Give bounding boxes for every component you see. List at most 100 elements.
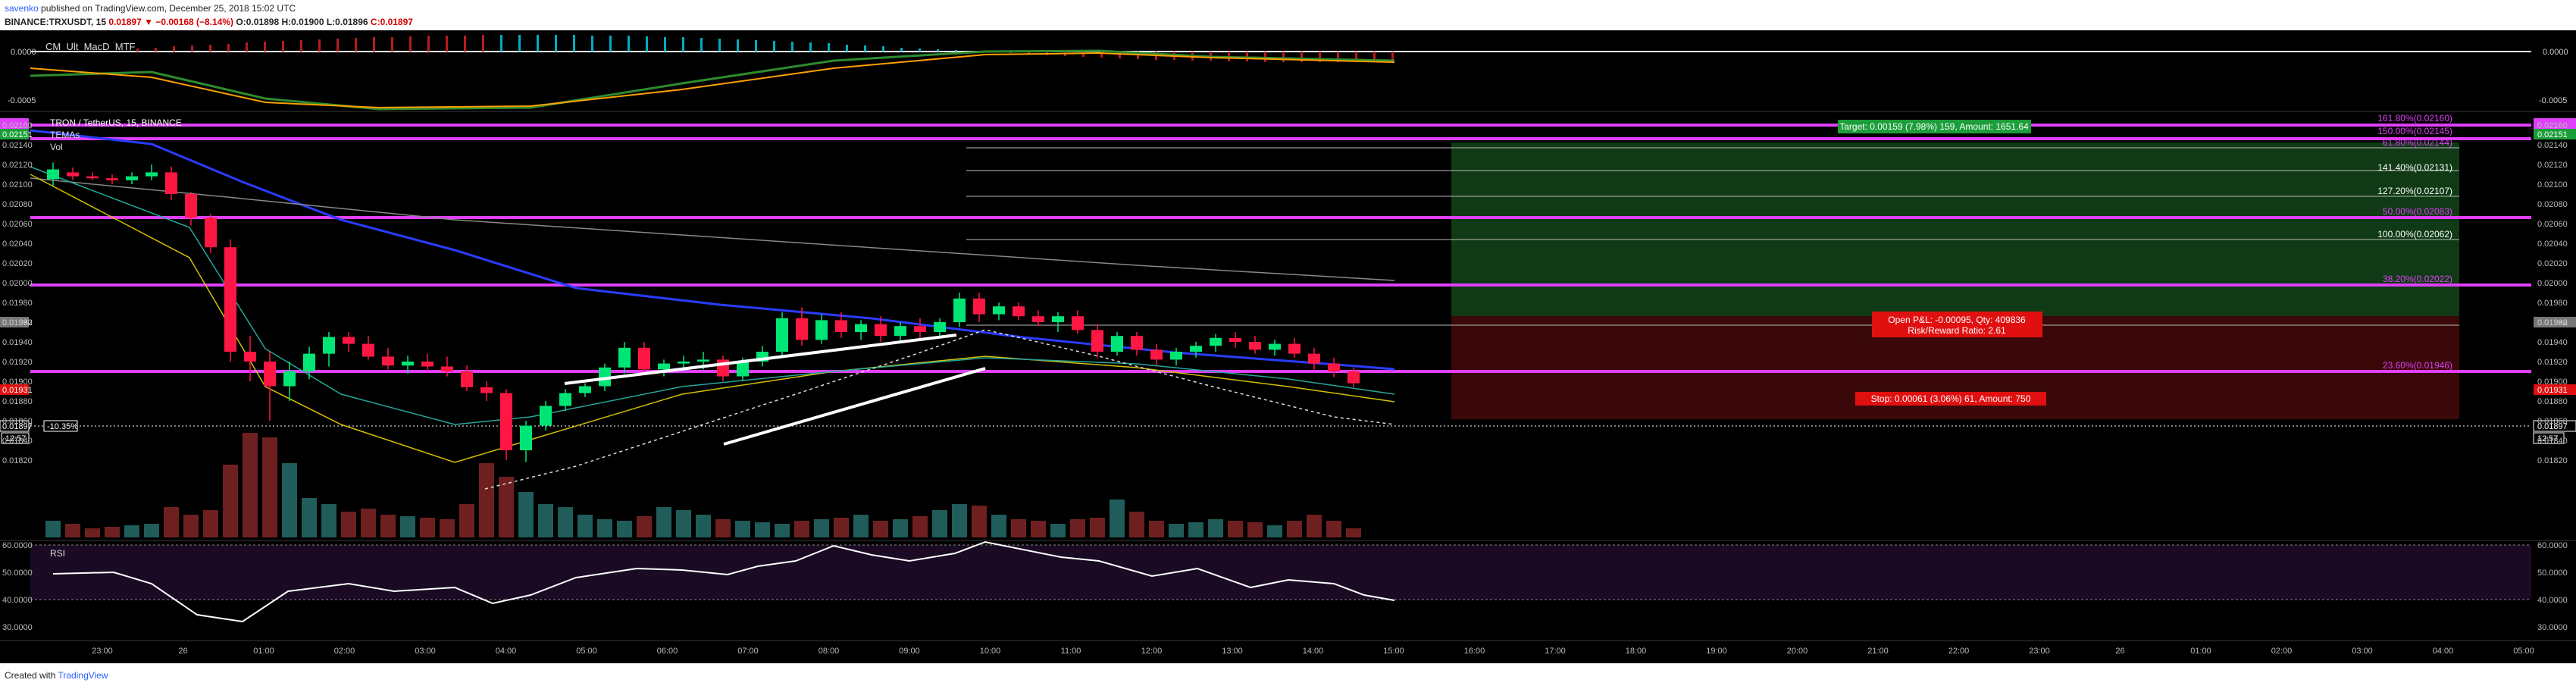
candle-body <box>47 169 59 180</box>
price-tick: 0.01980 <box>2537 299 2568 308</box>
volume-bar <box>183 515 199 537</box>
ema-blue-line <box>30 129 1395 371</box>
fib-label-50: 50.00%(0.02083) <box>2383 206 2452 217</box>
price-tick: 0.02120 <box>2 161 33 170</box>
candle-body <box>362 343 374 357</box>
tradingview-logo[interactable]: TradingView <box>58 670 108 681</box>
macd-hist-bar <box>391 37 393 52</box>
price-tick: 0.02000 <box>2 279 33 288</box>
fib-label-150: 150.00%(0.02145) <box>2377 126 2452 136</box>
right-price-axis: 0.02160 0.02140 0.02120 0.02100 0.02080 0.020… <box>2537 121 2568 465</box>
candle-body <box>796 318 808 340</box>
time-axis[interactable]: 23:00 26 01:00 02:00 03:00 04:00 05:00 06:00 07:… <box>92 647 2534 656</box>
macd-hist-bar <box>191 45 193 52</box>
macd-hist-bar <box>555 35 557 52</box>
volume-bar <box>400 516 415 537</box>
macd-hist-bar <box>173 46 175 52</box>
price-tick: 0.02040 <box>2537 240 2568 249</box>
macd-hist-bar <box>864 45 866 52</box>
high-value: H:0.01900 <box>281 17 324 27</box>
macd-hist-bar <box>919 49 921 52</box>
fib-label-100: 100.00%(0.02062) <box>2377 229 2452 240</box>
rsi-tick: 30.0000 <box>2 623 33 632</box>
macd-hist-bar <box>355 38 357 52</box>
macd-hist-bar <box>1082 52 1085 57</box>
time-tick: 09:00 <box>899 647 920 656</box>
candle-body <box>303 353 315 371</box>
volume-bar <box>282 463 297 537</box>
candle-body <box>461 371 473 387</box>
volume-bar <box>834 518 849 537</box>
macd-hist-bar <box>809 42 812 52</box>
candle-body <box>1131 336 1143 350</box>
pct-badge-text: -10.35% <box>47 422 78 431</box>
rsi-line <box>52 540 1395 623</box>
macd-hist-bar <box>646 36 648 52</box>
macd-left-bottom: -0.0005 <box>8 96 36 105</box>
macd-hist-bar <box>937 49 939 52</box>
price-tick: 0.02000 <box>2537 279 2568 288</box>
time-tick: 03:00 <box>2352 647 2373 656</box>
candle-body <box>776 318 788 352</box>
candle-body <box>1347 371 1360 384</box>
volume-bar <box>853 515 869 537</box>
volume-bar <box>952 504 967 537</box>
macd-hist-bar <box>209 45 211 52</box>
macd-hist-bar <box>136 49 139 52</box>
macd-line <box>30 49 1395 111</box>
volume-bar <box>341 512 356 537</box>
volume-bar <box>1307 515 1322 537</box>
time-tick: 14:00 <box>1303 647 1324 656</box>
chart-canvas[interactable]: CM_Ult_MacD_MTF 0.0000 -0.0005 0.0000 -0… <box>0 30 2576 663</box>
macd-hist-bar <box>1391 52 1394 61</box>
chart-svg[interactable]: CM_Ult_MacD_MTF 0.0000 -0.0005 0.0000 -0… <box>0 30 2576 663</box>
price-tick: 0.01820 <box>2 456 33 465</box>
rsi-pane: RSI 60.0000 50.0000 40.0000 30.0000 60.0000… <box>0 540 2576 641</box>
macd-histogram <box>136 35 1394 62</box>
created-with: Created with <box>5 670 56 681</box>
rsi-left-axis: 60.0000 50.0000 40.0000 30.0000 <box>2 541 33 632</box>
volume-bar <box>459 504 474 537</box>
time-tick: 11:00 <box>1061 647 1081 656</box>
candle-body <box>1013 306 1025 317</box>
left-badge-gray-text: 0.01992 <box>2 318 33 327</box>
publish-header: savenko published on TradingView.com, De… <box>0 0 2576 30</box>
volume-bar <box>321 504 336 537</box>
rsi-band <box>30 545 2531 600</box>
macd-right-bottom: -0.0005 <box>2539 96 2567 105</box>
price-tick: 0.02100 <box>2537 180 2568 190</box>
price-tick: 0.02060 <box>2537 220 2568 229</box>
left-badge-top-text: 0.02151 <box>2 130 33 139</box>
volume-bar <box>656 507 671 537</box>
candle-body <box>126 176 138 180</box>
macd-signal-line <box>30 52 1395 109</box>
macd-hist-bar <box>500 35 502 52</box>
rr-ratio: Risk/Reward Ratio: 2.61 <box>1908 325 2006 336</box>
candle-body <box>1170 352 1182 360</box>
macd-hist-bar <box>155 48 157 52</box>
macd-hist-bar <box>1301 52 1303 62</box>
candle-body <box>559 393 571 406</box>
volume-bar <box>558 507 573 537</box>
volume-bar <box>912 516 928 537</box>
price-tick: 0.02040 <box>2 240 33 249</box>
time-tick: 26 <box>178 647 187 656</box>
left-last-badge-text: 0.01897 <box>2 422 33 431</box>
footer: Created with TradingView <box>0 663 2576 686</box>
time-tick: 04:00 <box>2433 647 2454 656</box>
macd-hist-bar <box>300 40 302 52</box>
volume-bar <box>637 516 652 537</box>
rsi-title: RSI <box>50 548 65 559</box>
change-text: ▼ −0.00168 (−8.14%) <box>144 17 234 27</box>
price-tick: 0.01960 <box>2 318 33 327</box>
author-link[interactable]: savenko <box>5 3 39 14</box>
candle-body <box>165 172 177 194</box>
candle-body <box>146 172 158 177</box>
macd-hist-bar <box>336 39 339 52</box>
macd-hist-bar <box>246 42 248 52</box>
left-last-badge <box>0 420 30 432</box>
candle-body <box>500 393 512 450</box>
candle-body <box>244 352 256 362</box>
time-tick: 08:00 <box>818 647 840 656</box>
volume-bar <box>479 463 494 537</box>
